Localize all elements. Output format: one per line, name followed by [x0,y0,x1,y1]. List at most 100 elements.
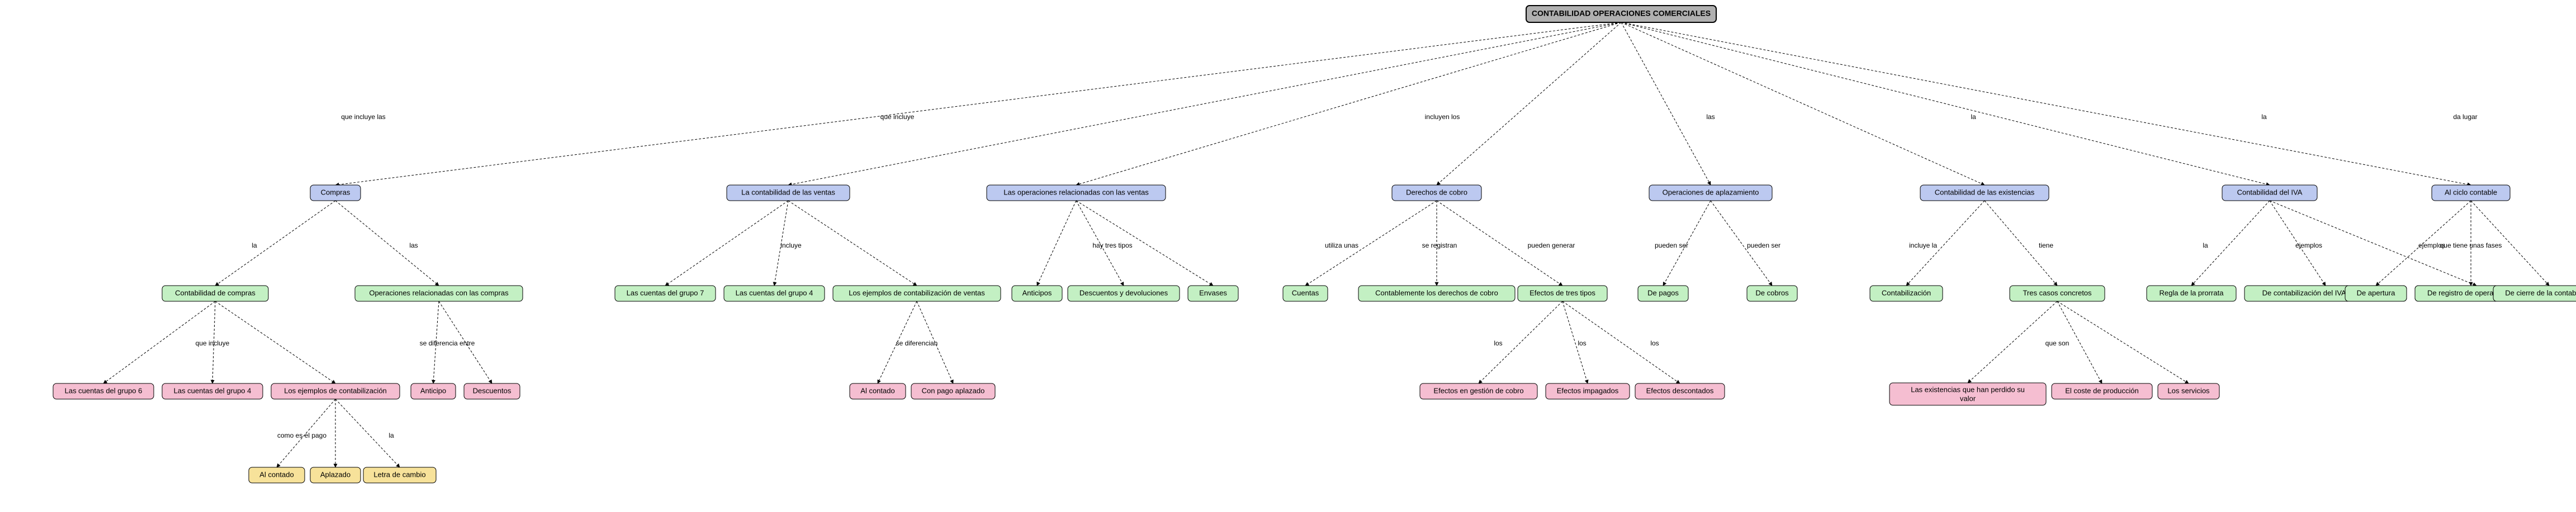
edge-label: los [1494,339,1502,347]
node-exist: Contabilidad de las existencias [1920,185,2049,201]
svg-text:Efectos descontados: Efectos descontados [1646,386,1714,395]
svg-text:De cobros: De cobros [1755,288,1789,297]
svg-text:La contabilidad de las ventas: La contabilidad de las ventas [741,188,835,196]
node-g6c: Las cuentas del grupo 6 [53,383,154,399]
svg-text:Compras: Compras [321,188,351,196]
svg-text:Efectos en gestión de cobro: Efectos en gestión de cobro [1433,386,1523,395]
node-anticiposV: Anticipos [1012,286,1062,301]
svg-text:Cuentas: Cuentas [1292,288,1319,297]
node-contaCompras: Contabilidad de compras [162,286,268,301]
edge [215,301,335,383]
node-opCompras: Operaciones relacionadas con las compras [355,286,523,301]
node-letra: Letra de cambio [363,467,436,483]
node-envases: Envases [1188,286,1238,301]
svg-text:Operaciones de aplazamiento: Operaciones de aplazamiento [1663,188,1759,196]
node-opVentas: Las operaciones relacionadas con las ven… [987,185,1166,201]
svg-text:Con pago aplazado: Con pago aplazado [922,386,985,395]
svg-text:Al contado: Al contado [259,470,293,478]
node-g4c: Las cuentas del grupo 4 [162,383,263,399]
edge [1479,301,1562,383]
node-servicios: Los servicios [2158,383,2219,399]
node-alContadoV: Al contado [850,383,906,399]
edge [1621,22,2471,185]
svg-text:Los servicios: Los servicios [2167,386,2210,395]
node-ejc: Los ejemplos de contabilización [271,383,400,399]
node-pagoAplaz: Aplazado [310,467,361,483]
svg-text:Contabilidad de compras: Contabilidad de compras [175,288,255,297]
edge-label: la [1971,113,1976,121]
node-contabiliz: Contabilización [1870,286,1943,301]
edge-label: pueden ser [1655,241,1688,249]
node-contaDer: Contablemente los derechos de cobro [1358,286,1515,301]
svg-text:Envases: Envases [1199,288,1227,297]
edge [1437,22,1621,185]
node-tresCasos: Tres casos concretos [2010,286,2105,301]
edge [1621,22,2270,185]
node-ciclo: Al ciclo contable [2432,185,2510,201]
edge [788,22,1621,185]
svg-text:Al contado: Al contado [860,386,894,395]
node-descC: Descuentos [464,383,520,399]
node-ejv: Los ejemplos de contabilización de venta… [833,286,1001,301]
svg-text:Contablemente los derechos de: Contablemente los derechos de cobro [1375,288,1498,297]
node-prorrata: Regla de la prorrata [2147,286,2236,301]
edge-label: la [2203,241,2208,249]
svg-text:Contabilidad de las existencia: Contabilidad de las existencias [1935,188,2035,196]
node-efDesc: Efectos descontados [1635,383,1725,399]
edge-label: utiliza unas [1325,241,1358,249]
edge [335,201,439,286]
node-g7: Las cuentas del grupo 7 [615,286,716,301]
svg-text:Anticipos: Anticipos [1022,288,1052,297]
svg-text:De apertura: De apertura [2357,288,2395,297]
edge-label: incluye [780,241,802,249]
node-anticipoC: Anticipo [411,383,456,399]
edge [1621,22,1711,185]
svg-text:De cierre de la contabilidad: De cierre de la contabilidad [2505,288,2576,297]
node-tresTipos: Efectos de tres tipos [1518,286,1607,301]
svg-text:Contabilización: Contabilización [1882,288,1931,297]
node-fa1: De apertura [2345,286,2407,301]
edge [788,201,917,286]
edge-label: pueden ser [1747,241,1781,249]
svg-text:Contabilidad del IVA: Contabilidad del IVA [2237,188,2303,196]
svg-text:valor: valor [1960,394,1976,402]
edge-label: los [1650,339,1659,347]
svg-text:Descuentos y devoluciones: Descuentos y devoluciones [1079,288,1168,297]
svg-text:Aplazado: Aplazado [320,470,351,478]
edge-label: que incluye [196,339,230,347]
edge-label: como es el pago [277,432,326,439]
edge-label: se registran [1422,241,1457,249]
edge [2057,301,2189,383]
svg-text:De pagos: De pagos [1647,288,1679,297]
svg-text:Tres casos concretos: Tres casos concretos [2023,288,2092,297]
edge-label: que incluye las [341,113,385,121]
svg-text:Los ejemplos de contabilizació: Los ejemplos de contabilización de venta… [849,288,985,297]
edge-label: la [2261,113,2267,121]
edge-label: hay tres tipos [1092,241,1132,249]
node-efImp: Efectos impagados [1546,383,1630,399]
edge-label: la [389,432,394,439]
edge-label: la [252,241,257,249]
node-efGest: Efectos en gestión de cobro [1420,383,1537,399]
edge [1621,22,1985,185]
node-costeProd: El coste de producción [2052,383,2152,399]
edge-label: que son [2045,339,2070,347]
svg-text:CONTABILIDAD OPERACIONES COMER: CONTABILIDAD OPERACIONES COMERCIALES [1532,9,1711,18]
svg-text:Las cuentas del grupo 4: Las cuentas del grupo 4 [174,386,252,395]
svg-text:Al ciclo contable: Al ciclo contable [2445,188,2497,196]
node-compras: Compras [310,185,361,201]
concept-map-diagram: que incluye las que incluye incluyen los la… [0,0,2576,512]
svg-text:Las cuentas del grupo 6: Las cuentas del grupo 6 [65,386,143,395]
edge [215,201,335,286]
edge [335,22,1621,185]
node-exPerd: Las existencias que han perdido suvalor [1890,383,2046,405]
edge-label: los [1578,339,1586,347]
node-derechos: Derechos de cobro [1392,185,1481,201]
svg-text:Las cuentas del grupo 4: Las cuentas del grupo 4 [736,288,813,297]
edge-label: ejemplos [2295,241,2322,249]
edge-label: se diferencian [896,339,938,347]
svg-text:Los ejemplos de contabilizació: Los ejemplos de contabilización [284,386,387,395]
edge-label: incluyen los [1425,113,1460,121]
svg-text:Operaciones relacionadas con l: Operaciones relacionadas con las compras [369,288,509,297]
edge-label: las [1706,113,1715,121]
